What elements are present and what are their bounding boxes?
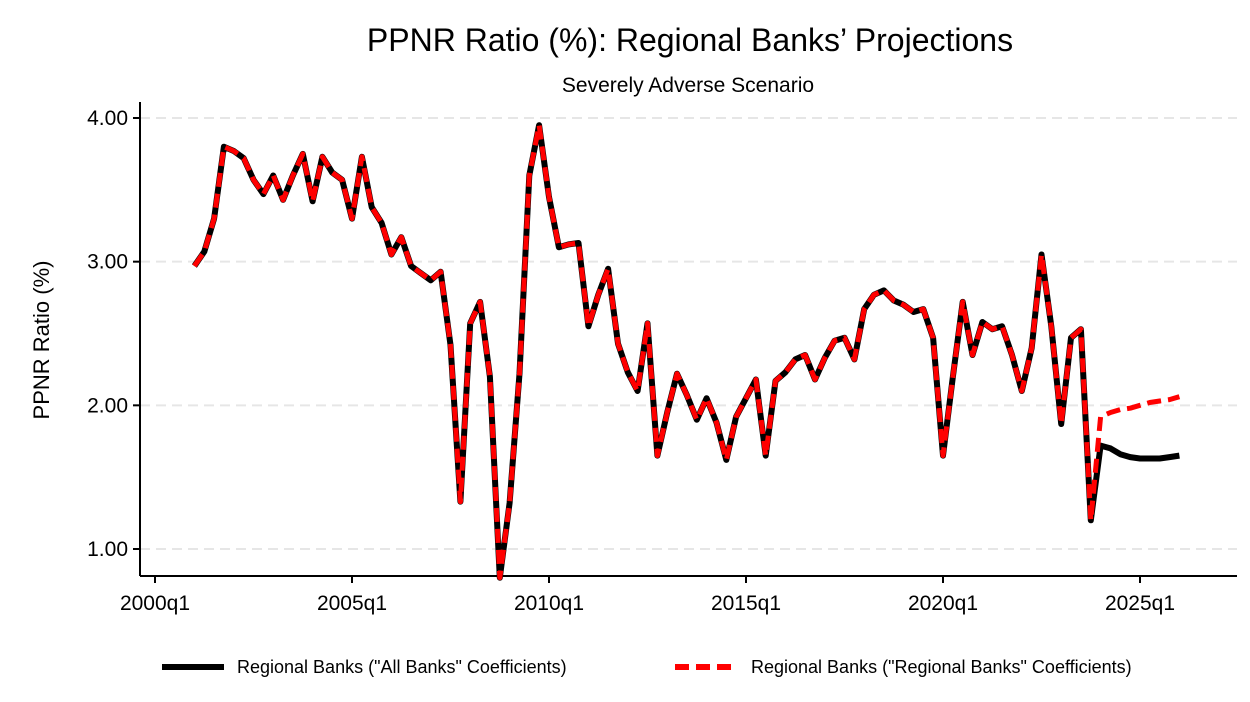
x-tick-label-4: 2020q1 — [908, 592, 978, 615]
x-tick-label-2: 2010q1 — [514, 592, 584, 615]
y-tick-label-3: 4.00 — [87, 107, 128, 130]
legend-label-all-banks: Regional Banks ("All Banks" Coefficients… — [237, 657, 567, 677]
legend: Regional Banks ("All Banks" Coefficients… — [162, 657, 1132, 677]
y-tick-label-2: 3.00 — [87, 251, 128, 274]
x-tick-label-1: 2005q1 — [317, 592, 387, 615]
x-tick-label-3: 2015q1 — [711, 592, 781, 615]
x-ticks: 2000q1 2005q1 2010q1 2015q1 2020q1 2025q1 — [120, 576, 1175, 615]
legend-item-all-banks: Regional Banks ("All Banks" Coefficients… — [162, 657, 567, 677]
series-lines — [191, 122, 1181, 581]
gridlines — [140, 117, 1237, 550]
chart-subtitle: Severely Adverse Scenario — [562, 74, 814, 97]
x-tick-label-5: 2025q1 — [1105, 592, 1175, 615]
series-line-regional-coefficients — [192, 122, 1181, 581]
y-tick-label-0: 1.00 — [87, 538, 128, 561]
y-ticks: 1.00 2.00 3.00 4.00 — [87, 107, 140, 561]
legend-label-regional-coefficients: Regional Banks ("Regional Banks" Coeffic… — [751, 657, 1132, 677]
x-tick-label-0: 2000q1 — [120, 592, 190, 615]
y-axis-label: PPNR Ratio (%) — [29, 261, 54, 420]
legend-item-regional-coefficients: Regional Banks ("Regional Banks" Coeffic… — [675, 657, 1132, 677]
chart-title: PPNR Ratio (%): Regional Banks’ Projecti… — [367, 22, 1013, 58]
y-tick-label-1: 2.00 — [87, 394, 128, 417]
axes — [139, 102, 1237, 577]
